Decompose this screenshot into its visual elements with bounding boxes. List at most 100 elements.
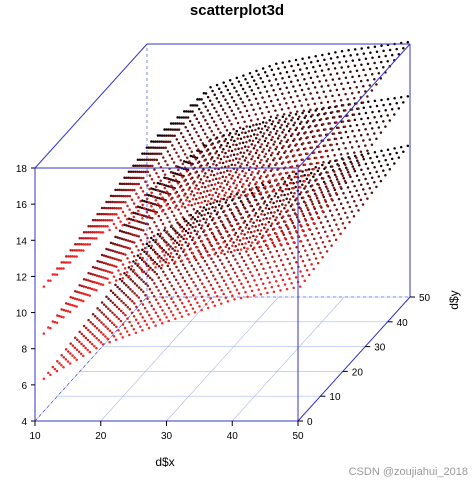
- data-point: [263, 170, 266, 174]
- data-point: [329, 89, 332, 93]
- data-point: [127, 266, 131, 269]
- data-point: [306, 152, 309, 155]
- data-point: [226, 115, 229, 119]
- data-point: [95, 288, 98, 292]
- data-point: [183, 194, 186, 197]
- data-point: [341, 222, 345, 225]
- data-point: [339, 153, 343, 156]
- data-point: [314, 54, 317, 58]
- data-point: [100, 301, 104, 304]
- data-point: [168, 293, 171, 297]
- data-point: [335, 159, 338, 162]
- data-point: [181, 149, 185, 152]
- data-point: [205, 179, 208, 183]
- data-point: [228, 105, 231, 109]
- data-point: [191, 123, 194, 127]
- data-point: [292, 286, 295, 290]
- data-point: [189, 110, 192, 113]
- data-point: [222, 94, 225, 98]
- data-point: [123, 267, 127, 270]
- data-point: [247, 130, 251, 133]
- data-point: [249, 119, 253, 122]
- data-point: [139, 239, 143, 242]
- data-point: [159, 279, 163, 283]
- data-point: [268, 233, 271, 237]
- data-point: [215, 212, 219, 216]
- data-point: [233, 297, 236, 301]
- data-point: [212, 147, 215, 150]
- data-point: [348, 119, 351, 122]
- data-point: [252, 147, 256, 150]
- data-point: [337, 164, 341, 167]
- data-point: [55, 273, 59, 276]
- data-point: [73, 297, 77, 300]
- data-point: [212, 274, 215, 277]
- data-point: [366, 197, 369, 200]
- data-point: [198, 219, 202, 223]
- data-point: [252, 108, 255, 111]
- data-point: [176, 122, 179, 125]
- data-point: [379, 115, 383, 118]
- data-point: [362, 188, 365, 191]
- data-point: [99, 231, 103, 234]
- data-point: [255, 69, 258, 73]
- data-point: [215, 97, 219, 100]
- data-point: [179, 212, 182, 215]
- data-point: [283, 135, 286, 139]
- data-point: [169, 128, 173, 131]
- data-point: [196, 210, 199, 213]
- data-point: [284, 204, 287, 207]
- data-point: [82, 299, 85, 303]
- data-point: [179, 132, 183, 135]
- data-point: [247, 145, 250, 149]
- data-point: [344, 163, 347, 166]
- data-point: [191, 225, 194, 229]
- data-point: [267, 149, 271, 152]
- data-point: [222, 279, 226, 283]
- data-point: [205, 233, 208, 237]
- data-point: [234, 244, 237, 248]
- data-point: [292, 241, 295, 244]
- data-point: [118, 277, 122, 281]
- data-point: [218, 161, 222, 165]
- data-point: [203, 174, 206, 178]
- data-point: [99, 275, 103, 279]
- data-point: [238, 196, 242, 199]
- data-point: [347, 49, 350, 52]
- data-point: [242, 259, 246, 263]
- data-point: [295, 143, 298, 146]
- data-point: [262, 132, 266, 135]
- data-point: [279, 289, 282, 292]
- data-point: [211, 194, 214, 197]
- data-point: [300, 88, 304, 92]
- data-point: [93, 224, 97, 228]
- data-point: [71, 296, 75, 300]
- data-point: [262, 253, 266, 256]
- data-point: [126, 295, 130, 299]
- data-point: [201, 269, 204, 272]
- data-point: [315, 242, 318, 245]
- data-point: [177, 243, 181, 246]
- data-point: [319, 172, 323, 175]
- data-point: [209, 158, 213, 161]
- data-point: [300, 104, 303, 107]
- data-point: [332, 186, 336, 190]
- data-point: [121, 263, 125, 266]
- data-point: [149, 152, 153, 155]
- data-point: [318, 201, 321, 205]
- data-point: [177, 269, 180, 272]
- data-point: [245, 163, 249, 167]
- data-point: [254, 151, 258, 155]
- data-point: [295, 261, 298, 264]
- data-point: [308, 157, 311, 161]
- data-point: [185, 223, 189, 227]
- data-point: [124, 253, 127, 256]
- data-point: [153, 158, 156, 162]
- data-point: [151, 268, 154, 272]
- data-point: [131, 176, 135, 180]
- data-point: [252, 294, 256, 297]
- grid-line-x: [232, 296, 345, 422]
- data-point: [118, 229, 122, 233]
- data-point: [316, 169, 320, 173]
- data-point: [341, 158, 345, 161]
